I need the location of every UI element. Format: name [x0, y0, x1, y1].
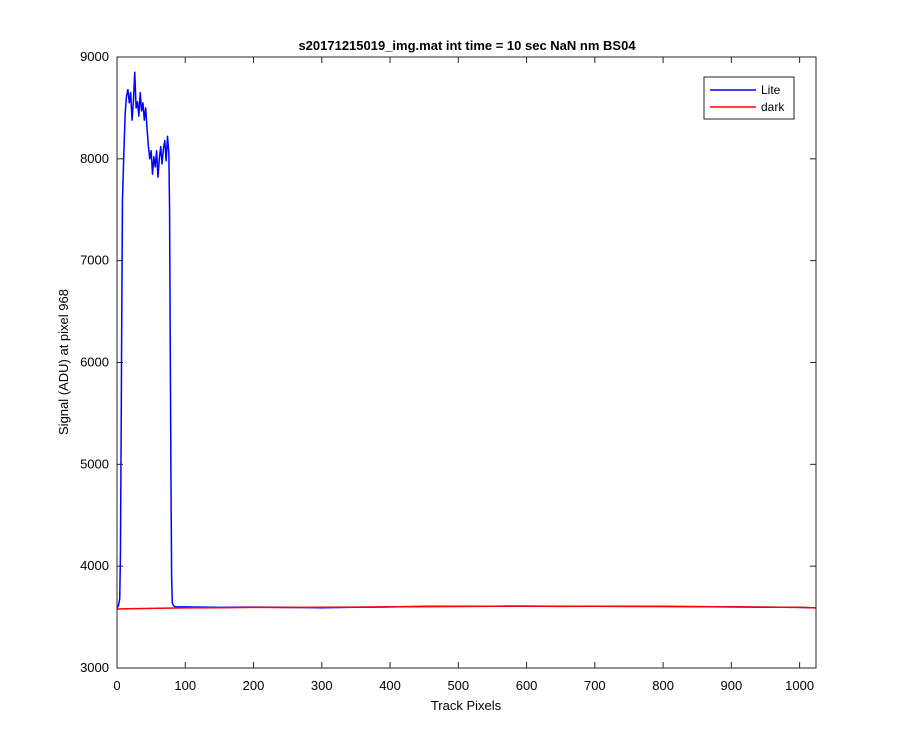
x-tick-label: 700 [584, 678, 606, 693]
plot-area [117, 57, 816, 668]
legend[interactable]: Lite dark [703, 76, 795, 120]
x-tick-label: 500 [447, 678, 469, 693]
x-axis-ticks: 0 100 200 300 400 500 600 700 800 900 1000 [113, 57, 814, 693]
legend-label-lite: Lite [761, 83, 781, 97]
x-tick-label: 100 [174, 678, 196, 693]
y-tick-label: 8000 [80, 151, 109, 166]
legend-box [703, 76, 795, 120]
y-tick-label: 6000 [80, 355, 109, 370]
x-tick-label: 300 [311, 678, 333, 693]
x-tick-label: 900 [721, 678, 743, 693]
y-tick-label: 3000 [80, 660, 109, 675]
y-tick-label: 4000 [80, 558, 109, 573]
y-tick-label: 7000 [80, 253, 109, 268]
x-tick-label: 0 [113, 678, 120, 693]
legend-label-dark: dark [761, 100, 785, 114]
series-layer [116, 71, 817, 610]
chart-title: s20171215019_img.mat int time = 10 sec N… [298, 38, 636, 53]
y-tick-label: 9000 [80, 49, 109, 64]
x-tick-label: 400 [379, 678, 401, 693]
series-line-dark [116, 605, 817, 610]
y-axis-label: Signal (ADU) at pixel 968 [56, 289, 71, 435]
x-tick-label: 1000 [785, 678, 814, 693]
x-tick-label: 600 [516, 678, 538, 693]
x-tick-label: 800 [652, 678, 674, 693]
x-tick-label: 200 [243, 678, 265, 693]
y-tick-label: 5000 [80, 456, 109, 471]
x-axis-label: Track Pixels [431, 698, 502, 713]
y-axis-ticks: 3000 4000 5000 6000 7000 8000 9000 [80, 49, 816, 675]
